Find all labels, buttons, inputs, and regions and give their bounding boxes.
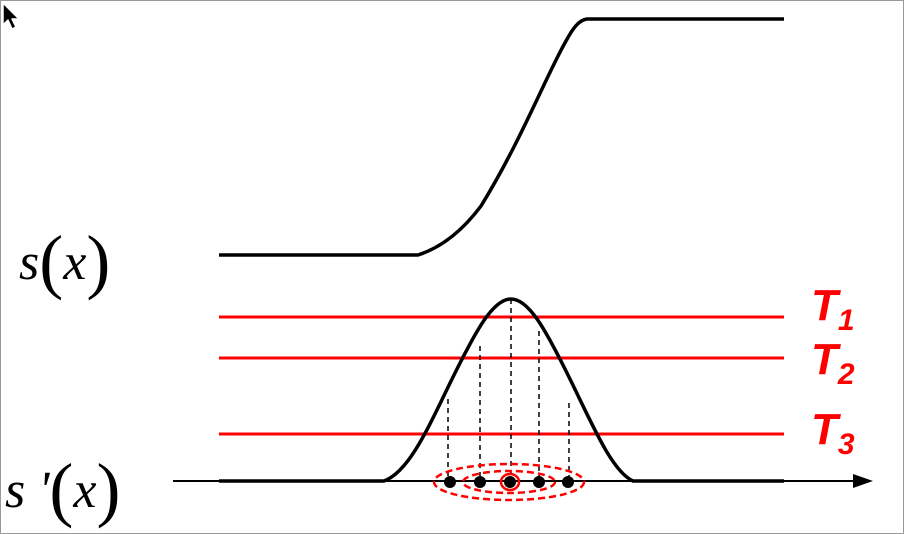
x-axis-arrowhead	[853, 474, 873, 488]
open-paren: (	[49, 449, 74, 529]
threshold-letter: T	[811, 335, 838, 384]
s-prime-symbol: s '	[5, 462, 50, 519]
mouse-pointer-icon	[2, 2, 20, 30]
open-paren: (	[39, 221, 64, 301]
point-5	[562, 476, 574, 488]
s-symbol: s	[19, 234, 40, 291]
ellipse-t2	[461, 469, 557, 495]
s-prime-curve	[219, 297, 784, 483]
threshold-subscript: 3	[837, 428, 855, 461]
threshold-subscript: 1	[837, 304, 855, 337]
point-2	[474, 476, 486, 488]
threshold-letter: T	[811, 281, 838, 330]
threshold-label-t1: T1	[811, 284, 855, 336]
threshold-label-t2: T2	[811, 338, 855, 390]
s-function-label: s(x)	[19, 219, 110, 297]
point-4	[533, 476, 545, 488]
ellipse-t1	[499, 472, 521, 492]
x-variable: x	[63, 234, 87, 291]
threshold-label-t3: T3	[811, 408, 855, 460]
s-prime-function-label: s '(x)	[5, 447, 120, 525]
x-variable: x	[73, 462, 97, 519]
s-curve	[219, 17, 784, 257]
threshold-letter: T	[811, 405, 838, 454]
close-paren: )	[96, 449, 121, 529]
threshold-subscript: 2	[837, 358, 855, 391]
close-paren: )	[86, 221, 111, 301]
point-1	[444, 476, 456, 488]
point-3	[504, 476, 516, 488]
ellipse-t3	[432, 462, 586, 502]
